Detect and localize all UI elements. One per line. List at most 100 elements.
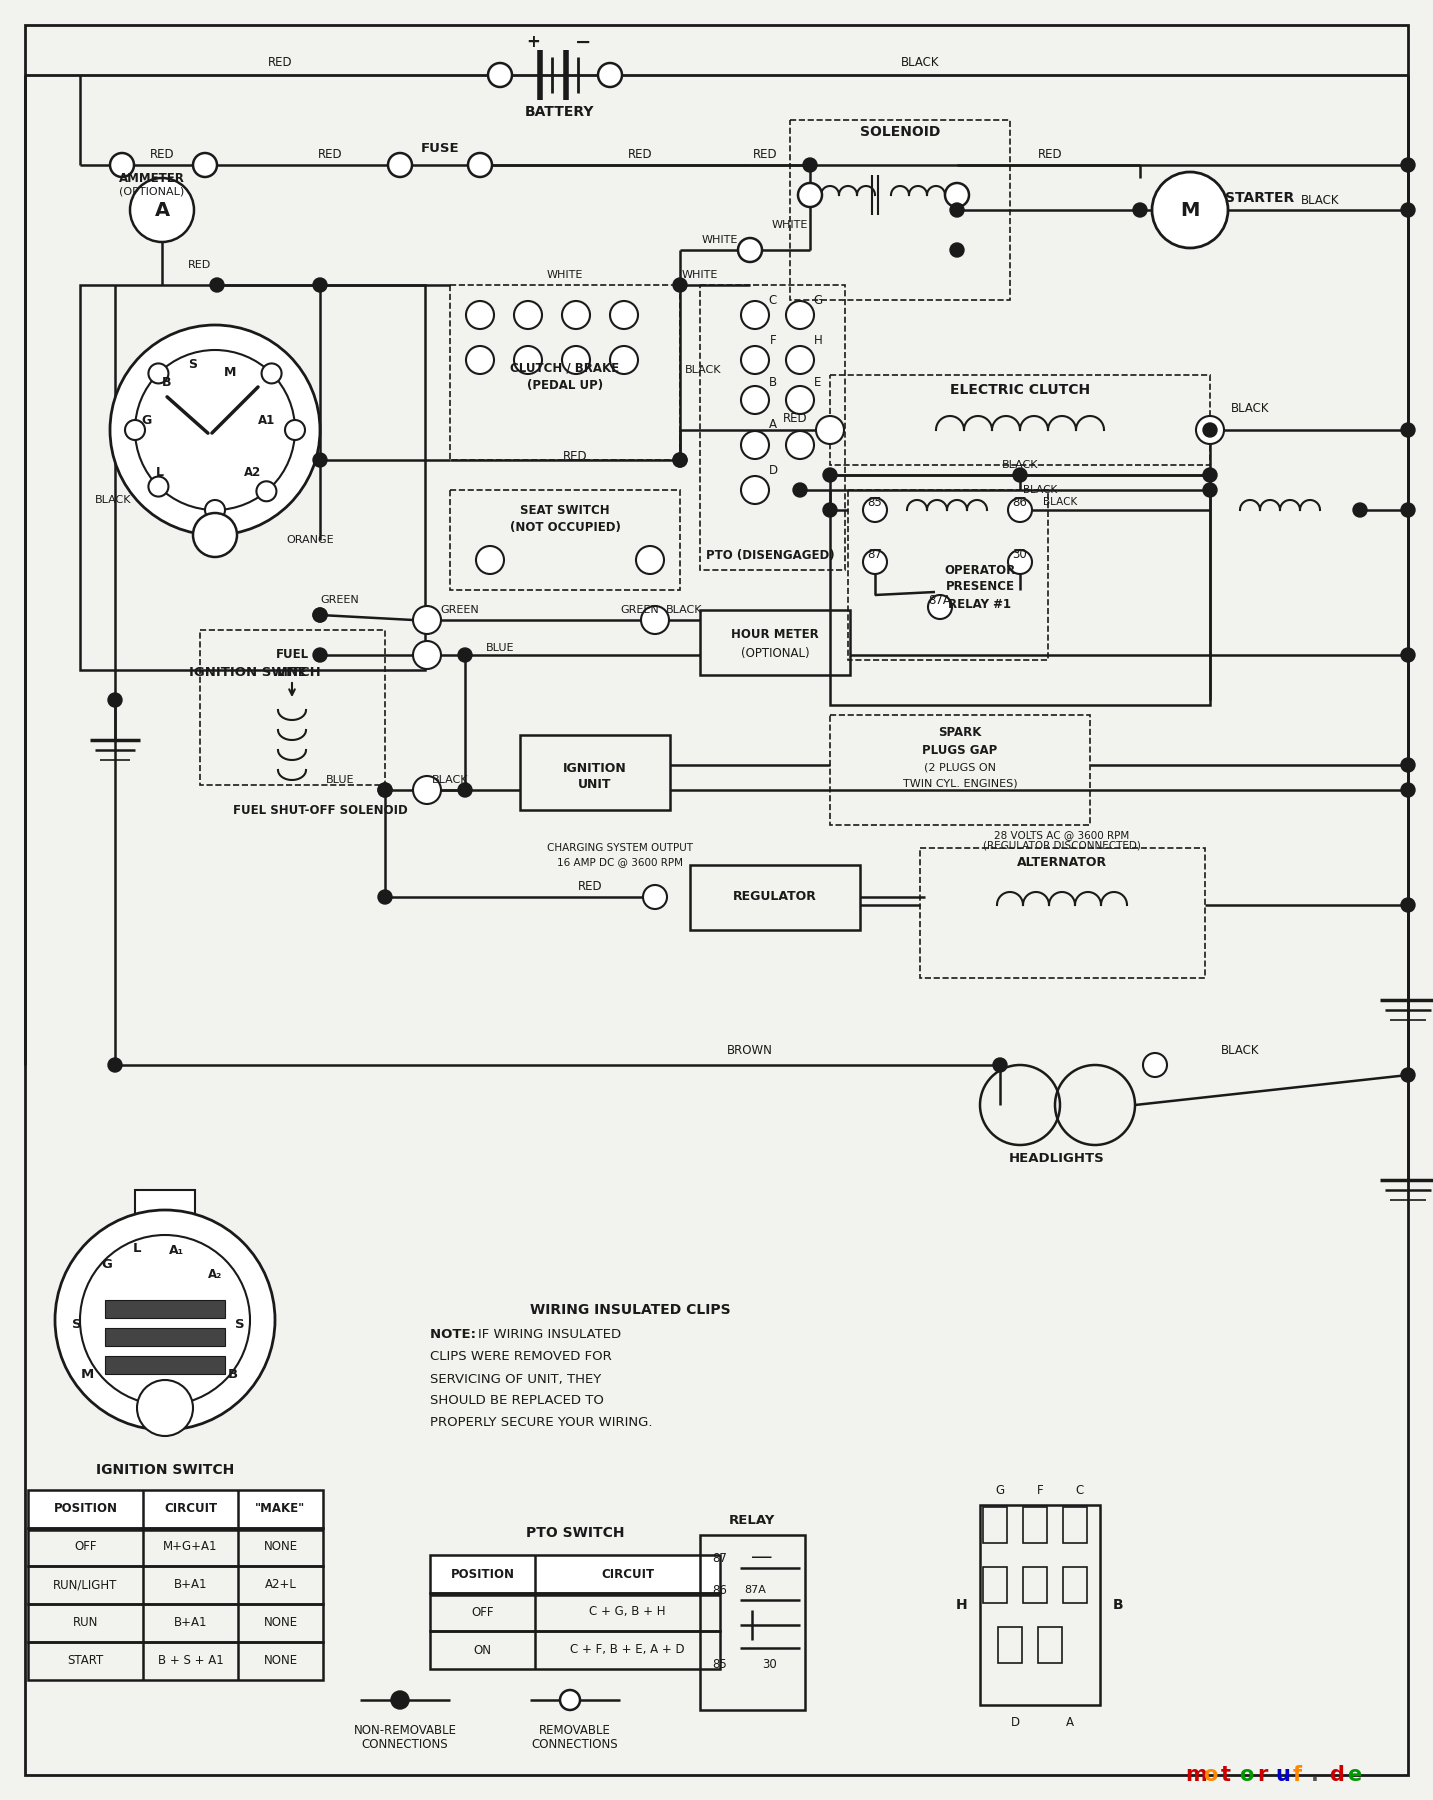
Bar (1037, 1627, 1062, 1663)
Text: NOTE:: NOTE: (430, 1328, 480, 1341)
Text: BATTERY: BATTERY (526, 104, 595, 119)
Text: B + S + A1: B + S + A1 (158, 1654, 224, 1667)
Circle shape (741, 301, 770, 329)
Text: (OPTIONAL): (OPTIONAL) (741, 646, 810, 659)
Text: 87: 87 (867, 549, 883, 562)
Circle shape (798, 184, 823, 207)
Text: G: G (142, 414, 152, 427)
Bar (29, 1490, 322, 1528)
Text: CONNECTIONS: CONNECTIONS (532, 1739, 618, 1751)
Circle shape (110, 153, 135, 176)
Text: (NOT OCCUPIED): (NOT OCCUPIED) (510, 520, 620, 533)
Text: ELECTRIC CLUTCH: ELECTRIC CLUTCH (950, 383, 1091, 398)
Text: HOUR METER: HOUR METER (731, 628, 818, 641)
Circle shape (1401, 158, 1414, 173)
Circle shape (950, 203, 964, 218)
Text: SEAT SWITCH: SEAT SWITCH (520, 504, 610, 517)
Text: BLACK: BLACK (666, 605, 702, 616)
Text: BLACK: BLACK (1221, 1044, 1260, 1057)
Text: IF WIRING INSULATED: IF WIRING INSULATED (479, 1328, 620, 1341)
Circle shape (741, 475, 770, 504)
Text: 86: 86 (712, 1584, 728, 1597)
Text: CONNECTIONS: CONNECTIONS (361, 1739, 449, 1751)
Bar (430, 1631, 719, 1669)
Circle shape (138, 1381, 193, 1436)
Circle shape (1353, 502, 1367, 517)
Text: (OPTIONAL): (OPTIONAL) (119, 185, 185, 196)
Text: E: E (814, 376, 821, 389)
Text: FUSE: FUSE (421, 142, 460, 155)
Text: B: B (228, 1368, 238, 1382)
Text: B: B (770, 376, 777, 389)
Text: RED: RED (563, 450, 588, 463)
Circle shape (466, 301, 494, 329)
Text: GREEN: GREEN (620, 605, 659, 616)
Circle shape (560, 1690, 580, 1710)
Circle shape (1401, 423, 1414, 437)
Circle shape (1152, 173, 1228, 248)
Bar (848, 490, 1048, 661)
Circle shape (149, 364, 169, 383)
Text: H: H (956, 1598, 967, 1613)
Text: u: u (1275, 1766, 1290, 1786)
Circle shape (1401, 203, 1414, 218)
Text: B+A1: B+A1 (173, 1616, 208, 1629)
Circle shape (476, 545, 504, 574)
Text: BLACK: BLACK (1043, 497, 1078, 508)
Bar (997, 1627, 1022, 1663)
Circle shape (610, 301, 638, 329)
Text: PTO SWITCH: PTO SWITCH (526, 1526, 625, 1541)
Text: f: f (1293, 1766, 1303, 1786)
Circle shape (469, 153, 492, 176)
Circle shape (378, 783, 393, 797)
Text: BLACK: BLACK (1023, 484, 1058, 495)
Circle shape (110, 326, 320, 535)
Text: ―: ― (752, 1548, 772, 1568)
Text: REMOVABLE: REMOVABLE (539, 1724, 610, 1737)
Bar (29, 1528, 322, 1566)
Circle shape (1202, 423, 1217, 437)
Text: 30: 30 (762, 1658, 777, 1672)
Bar (80, 284, 426, 670)
Text: POSITION: POSITION (53, 1503, 118, 1516)
Circle shape (674, 454, 686, 466)
Circle shape (944, 184, 969, 207)
Bar (983, 1568, 1007, 1604)
Text: A₁: A₁ (169, 1244, 185, 1256)
Bar (105, 1355, 225, 1373)
Text: SERVICING OF UNIT, THEY: SERVICING OF UNIT, THEY (430, 1372, 602, 1386)
Bar (29, 1604, 322, 1642)
Circle shape (262, 364, 281, 383)
Text: FUEL SHUT-OFF SOLENOID: FUEL SHUT-OFF SOLENOID (232, 803, 407, 817)
Text: RED: RED (318, 149, 342, 162)
Text: D: D (768, 463, 778, 477)
Text: CLUTCH / BRAKE: CLUTCH / BRAKE (510, 362, 619, 374)
Text: WHITE: WHITE (772, 220, 808, 230)
Text: HEADLIGHTS: HEADLIGHTS (1009, 1152, 1105, 1165)
Text: PROPERLY SECURE YOUR WIRING.: PROPERLY SECURE YOUR WIRING. (430, 1417, 652, 1429)
Text: BLUE: BLUE (486, 643, 514, 653)
Circle shape (823, 502, 837, 517)
Circle shape (950, 243, 964, 257)
Circle shape (312, 648, 327, 662)
Circle shape (413, 641, 441, 670)
Bar (691, 866, 860, 931)
Text: d: d (1328, 1766, 1344, 1786)
Bar (183, 457, 248, 470)
Bar (29, 1566, 322, 1604)
Text: S: S (189, 358, 198, 371)
Circle shape (610, 346, 638, 374)
Circle shape (413, 607, 441, 634)
Text: A: A (770, 419, 777, 432)
Bar (830, 715, 1091, 824)
Text: (REGULATOR DISCONNECTED): (REGULATOR DISCONNECTED) (983, 841, 1141, 850)
Text: o: o (1202, 1766, 1218, 1786)
Text: WHITE: WHITE (547, 270, 583, 281)
Text: AMMETER: AMMETER (119, 171, 185, 185)
Bar (105, 1328, 225, 1346)
Circle shape (130, 178, 193, 241)
Text: D: D (1010, 1717, 1019, 1730)
Circle shape (738, 238, 762, 263)
Text: OFF: OFF (75, 1541, 97, 1553)
Text: S: S (235, 1318, 245, 1332)
